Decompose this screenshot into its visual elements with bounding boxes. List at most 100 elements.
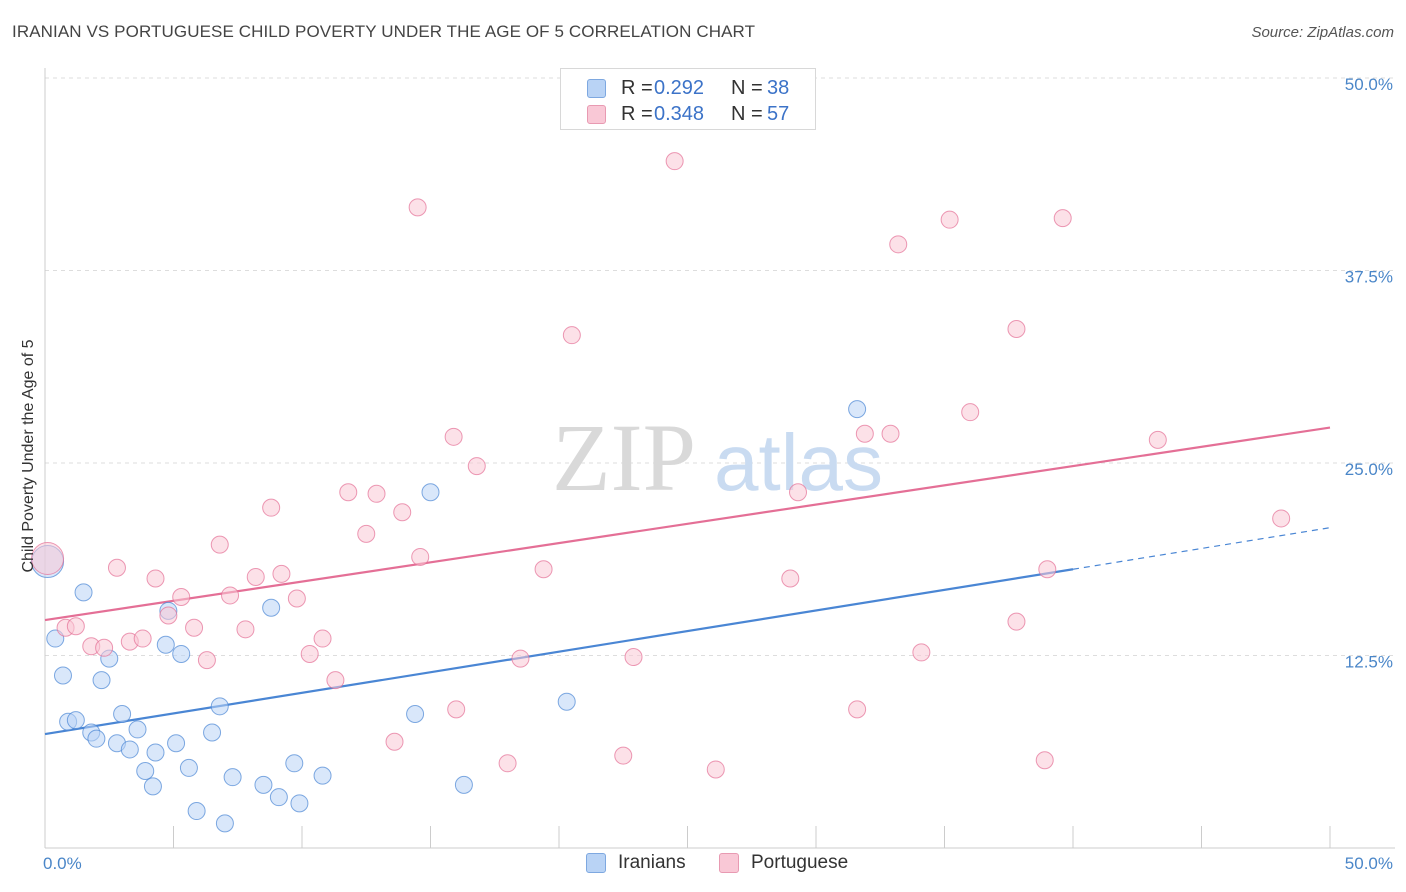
x-tick-label: 0.0%	[43, 854, 82, 873]
portuguese-point	[961, 403, 980, 422]
y-tick-label: 12.5%	[1345, 653, 1393, 672]
portuguese-point	[624, 648, 643, 667]
portuguese-point	[447, 700, 466, 719]
source-credit: Source: ZipAtlas.com	[1251, 24, 1394, 41]
iranians-point	[203, 723, 222, 742]
portuguese-point	[534, 560, 553, 579]
iranians-point	[113, 705, 132, 724]
portuguese-point	[367, 484, 386, 503]
portuguese-label: Portuguese	[751, 852, 849, 873]
portuguese-point	[339, 483, 358, 502]
portuguese-series	[31, 152, 1291, 779]
iranians-point	[74, 583, 93, 602]
iranians-point	[262, 598, 281, 617]
portuguese-trend-line	[44, 426, 1331, 622]
correlation-legend: R = 0.292 N = 38 R = 0.348 N = 57	[560, 68, 816, 130]
grid-lines	[45, 77, 1395, 656]
portuguese-point	[185, 618, 204, 637]
portuguese-n-value: 57	[767, 103, 790, 125]
iranians-point	[87, 729, 106, 748]
portuguese-point	[614, 746, 633, 765]
iranians-point	[313, 766, 332, 785]
portuguese-r-value: 0.348	[654, 103, 705, 125]
iranians-point	[421, 483, 440, 502]
portuguese-point	[357, 524, 376, 543]
iranians-point	[172, 644, 191, 663]
chart-title: IRANIAN VS PORTUGUESE CHILD POVERTY UNDE…	[12, 22, 756, 41]
portuguese-point	[1053, 209, 1072, 228]
n-label: N =	[731, 103, 763, 125]
iranians-point	[254, 775, 273, 794]
iranians-n-value: 38	[767, 77, 790, 99]
portuguese-point	[326, 671, 345, 690]
tick-labels: 12.5% 25.0% 37.5% 50.0% 0.0% 50.0%	[43, 75, 1393, 873]
portuguese-point	[246, 567, 265, 586]
portuguese-point	[1272, 509, 1291, 528]
portuguese-point	[498, 754, 517, 773]
portuguese-point	[31, 541, 65, 575]
portuguese-point	[385, 732, 404, 751]
r-label: R =	[621, 77, 653, 99]
portuguese-swatch	[587, 105, 606, 124]
y-tick-label: 50.0%	[1345, 75, 1393, 94]
portuguese-point	[889, 235, 908, 254]
portuguese-point	[146, 569, 165, 588]
portuguese-point	[236, 620, 255, 639]
portuguese-point	[287, 589, 306, 608]
iranians-swatch	[586, 853, 606, 873]
portuguese-point	[66, 617, 85, 636]
iranians-point	[187, 802, 206, 821]
portuguese-point	[313, 629, 332, 648]
r-label: R =	[621, 103, 653, 125]
portuguese-point	[1035, 751, 1054, 770]
iranians-point	[146, 743, 165, 762]
portuguese-point	[665, 152, 684, 171]
iranians-label: Iranians	[618, 852, 686, 873]
x-tick-label: 50.0%	[1345, 854, 1393, 873]
portuguese-point	[272, 564, 291, 583]
portuguese-swatch	[719, 853, 739, 873]
iranians-point	[66, 711, 85, 730]
portuguese-point	[133, 629, 152, 648]
iranians-point	[92, 671, 111, 690]
portuguese-point	[789, 483, 808, 502]
portuguese-point	[411, 547, 430, 566]
watermark-zip: ZIP	[552, 404, 696, 511]
iranians-point	[557, 692, 576, 711]
iranians-point	[215, 814, 234, 833]
portuguese-point	[848, 700, 867, 719]
iranians-point	[285, 754, 304, 773]
portuguese-point	[444, 427, 463, 446]
iranians-point	[156, 635, 175, 654]
iranians-point	[120, 740, 139, 759]
iranians-point	[290, 794, 309, 813]
n-label: N =	[731, 77, 763, 99]
iranians-point	[406, 705, 425, 724]
portuguese-point	[262, 498, 281, 517]
iranians-point	[167, 734, 186, 753]
portuguese-point	[855, 424, 874, 443]
portuguese-point	[197, 651, 216, 670]
portuguese-point	[1007, 320, 1026, 339]
axes	[44, 68, 1395, 849]
iranians-point	[53, 666, 72, 685]
portuguese-point	[1148, 430, 1167, 449]
portuguese-point	[221, 586, 240, 605]
portuguese-point	[107, 558, 126, 577]
watermark: ZIP atlas	[552, 404, 883, 511]
iranians-trend-extension	[1072, 527, 1331, 570]
portuguese-point	[300, 644, 319, 663]
portuguese-point	[562, 326, 581, 345]
portuguese-point	[1007, 612, 1026, 631]
portuguese-point	[210, 535, 229, 554]
iranians-point	[269, 788, 288, 807]
iranians-series	[31, 400, 867, 833]
y-tick-label: 25.0%	[1345, 460, 1393, 479]
portuguese-point	[95, 638, 114, 657]
iranians-point	[179, 758, 198, 777]
portuguese-point	[912, 643, 931, 662]
portuguese-point	[511, 649, 530, 668]
iranians-point	[143, 777, 162, 796]
iranians-r-value: 0.292	[654, 77, 705, 99]
